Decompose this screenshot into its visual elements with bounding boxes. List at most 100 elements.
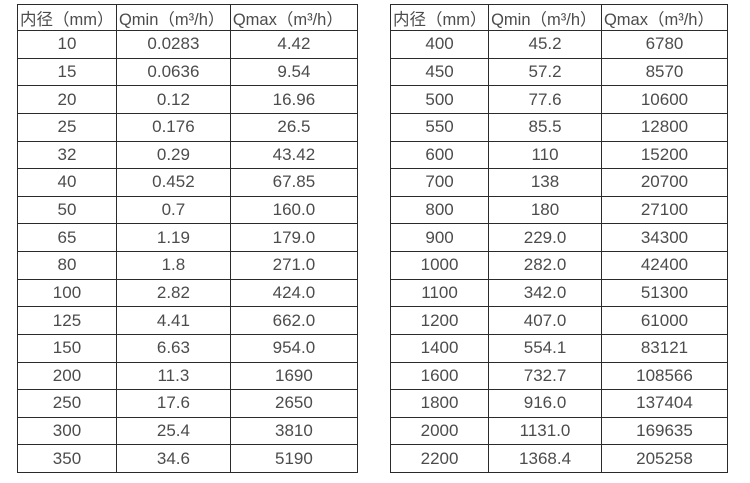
table-row: 600 110 15200 — [389, 140, 729, 170]
qmin-cell: 45.2 — [488, 30, 602, 59]
qmax-cell: 4.42 — [229, 30, 359, 59]
table-row: 1600 732.7 108566 — [389, 361, 729, 391]
table-row: 250 17.6 2650 — [17, 389, 359, 418]
qmin-cell: 110 — [488, 140, 602, 170]
table-row: 40 0.452 67.85 — [17, 168, 359, 197]
table-row: 50 0.7 160.0 — [17, 195, 359, 225]
table-row: 2200 1368.4 205258 — [389, 444, 729, 473]
qmin-cell: 57.2 — [488, 57, 602, 87]
qmax-cell: 108566 — [600, 361, 729, 391]
diameter-cell: 2000 — [389, 416, 490, 446]
diameter-cell: 65 — [17, 223, 117, 252]
diameter-cell: 300 — [17, 416, 117, 446]
table-row: 25 0.176 26.5 — [17, 112, 359, 142]
qmin-cell: 85.5 — [488, 112, 602, 142]
qmin-cell: 77.6 — [488, 85, 602, 114]
table-row: 1100 342.0 51300 — [389, 278, 729, 308]
qmax-cell: 8570 — [600, 57, 729, 87]
table-row: 800 180 27100 — [389, 195, 729, 225]
qmin-cell: 1131.0 — [488, 416, 602, 446]
qmin-cell: 6.63 — [115, 333, 231, 363]
qmin-cell: 407.0 — [488, 306, 602, 335]
table-row: 15 0.0636 9.54 — [17, 57, 359, 87]
qmin-cell: 0.176 — [115, 112, 231, 142]
qmin-cell: 138 — [488, 168, 602, 197]
table-row: 80 1.8 271.0 — [17, 251, 359, 280]
qmin-cell: 1.8 — [115, 251, 231, 280]
table-row: 300 25.4 3810 — [17, 416, 359, 446]
qmax-cell: 34300 — [600, 223, 729, 252]
table-row: 1400 554.1 83121 — [389, 333, 729, 363]
table-row: 2000 1131.0 169635 — [389, 416, 729, 446]
qmax-cell: 83121 — [600, 333, 729, 363]
qmax-cell: 15200 — [600, 140, 729, 170]
qmax-cell: 51300 — [600, 278, 729, 308]
qmax-cell: 61000 — [600, 306, 729, 335]
diameter-cell: 50 — [17, 195, 117, 225]
qmin-column-header: Qmin（m³/h） — [115, 4, 231, 31]
qmin-cell: 0.7 — [115, 195, 231, 225]
diameter-cell: 350 — [17, 444, 117, 473]
table-row: 1000 282.0 42400 — [389, 251, 729, 280]
table-row: 550 85.5 12800 — [389, 112, 729, 142]
diameter-cell: 125 — [17, 306, 117, 335]
table-row: 350 34.6 5190 — [17, 444, 359, 473]
qmin-cell: 1.19 — [115, 223, 231, 252]
qmin-cell: 0.0636 — [115, 57, 231, 87]
diameter-cell: 20 — [17, 85, 117, 114]
table-row: 10 0.0283 4.42 — [17, 30, 359, 59]
diameter-cell: 1800 — [389, 389, 490, 418]
diameter-cell: 2200 — [389, 444, 490, 473]
diameter-cell: 15 — [17, 57, 117, 87]
table-row: 125 4.41 662.0 — [17, 306, 359, 335]
qmin-cell: 25.4 — [115, 416, 231, 446]
header-row: 内径（mm） Qmin（m³/h） Qmax（m³/h） — [389, 4, 729, 31]
qmax-cell: 662.0 — [229, 306, 359, 335]
table-row: 900 229.0 34300 — [389, 223, 729, 252]
table-row: 32 0.29 43.42 — [17, 140, 359, 170]
qmax-cell: 3810 — [229, 416, 359, 446]
table-row: 100 2.82 424.0 — [17, 278, 359, 308]
qmin-column-header: Qmin（m³/h） — [488, 4, 602, 31]
qmax-cell: 160.0 — [229, 195, 359, 225]
qmax-cell: 20700 — [600, 168, 729, 197]
qmin-cell: 11.3 — [115, 361, 231, 391]
qmax-cell: 6780 — [600, 30, 729, 59]
diameter-cell: 150 — [17, 333, 117, 363]
diameter-cell: 32 — [17, 140, 117, 170]
qmin-cell: 0.29 — [115, 140, 231, 170]
diameter-cell: 1100 — [389, 278, 490, 308]
qmin-cell: 554.1 — [488, 333, 602, 363]
diameter-cell: 250 — [17, 389, 117, 418]
qmin-cell: 0.12 — [115, 85, 231, 114]
diameter-cell: 550 — [389, 112, 490, 142]
qmin-cell: 916.0 — [488, 389, 602, 418]
qmax-cell: 169635 — [600, 416, 729, 446]
qmin-cell: 1368.4 — [488, 444, 602, 473]
qmin-cell: 17.6 — [115, 389, 231, 418]
qmin-cell: 2.82 — [115, 278, 231, 308]
table-row: 700 138 20700 — [389, 168, 729, 197]
table-row: 20 0.12 16.96 — [17, 85, 359, 114]
diameter-cell: 200 — [17, 361, 117, 391]
qmax-cell: 67.85 — [229, 168, 359, 197]
diameter-cell: 1600 — [389, 361, 490, 391]
qmax-cell: 271.0 — [229, 251, 359, 280]
diameter-cell: 25 — [17, 112, 117, 142]
qmax-cell: 205258 — [600, 444, 729, 473]
qmax-cell: 9.54 — [229, 57, 359, 87]
diameter-cell: 800 — [389, 195, 490, 225]
qmax-cell: 1690 — [229, 361, 359, 391]
table-row: 450 57.2 8570 — [389, 57, 729, 87]
qmax-column-header: Qmax（m³/h） — [600, 4, 729, 31]
qmin-cell: 0.0283 — [115, 30, 231, 59]
qmax-cell: 2650 — [229, 389, 359, 418]
table-row: 400 45.2 6780 — [389, 30, 729, 59]
diameter-cell: 500 — [389, 85, 490, 114]
qmin-cell: 180 — [488, 195, 602, 225]
diameter-column-header: 内径（mm） — [17, 4, 117, 31]
diameter-cell: 40 — [17, 168, 117, 197]
qmax-cell: 179.0 — [229, 223, 359, 252]
diameter-column-header: 内径（mm） — [389, 4, 490, 31]
qmin-cell: 4.41 — [115, 306, 231, 335]
